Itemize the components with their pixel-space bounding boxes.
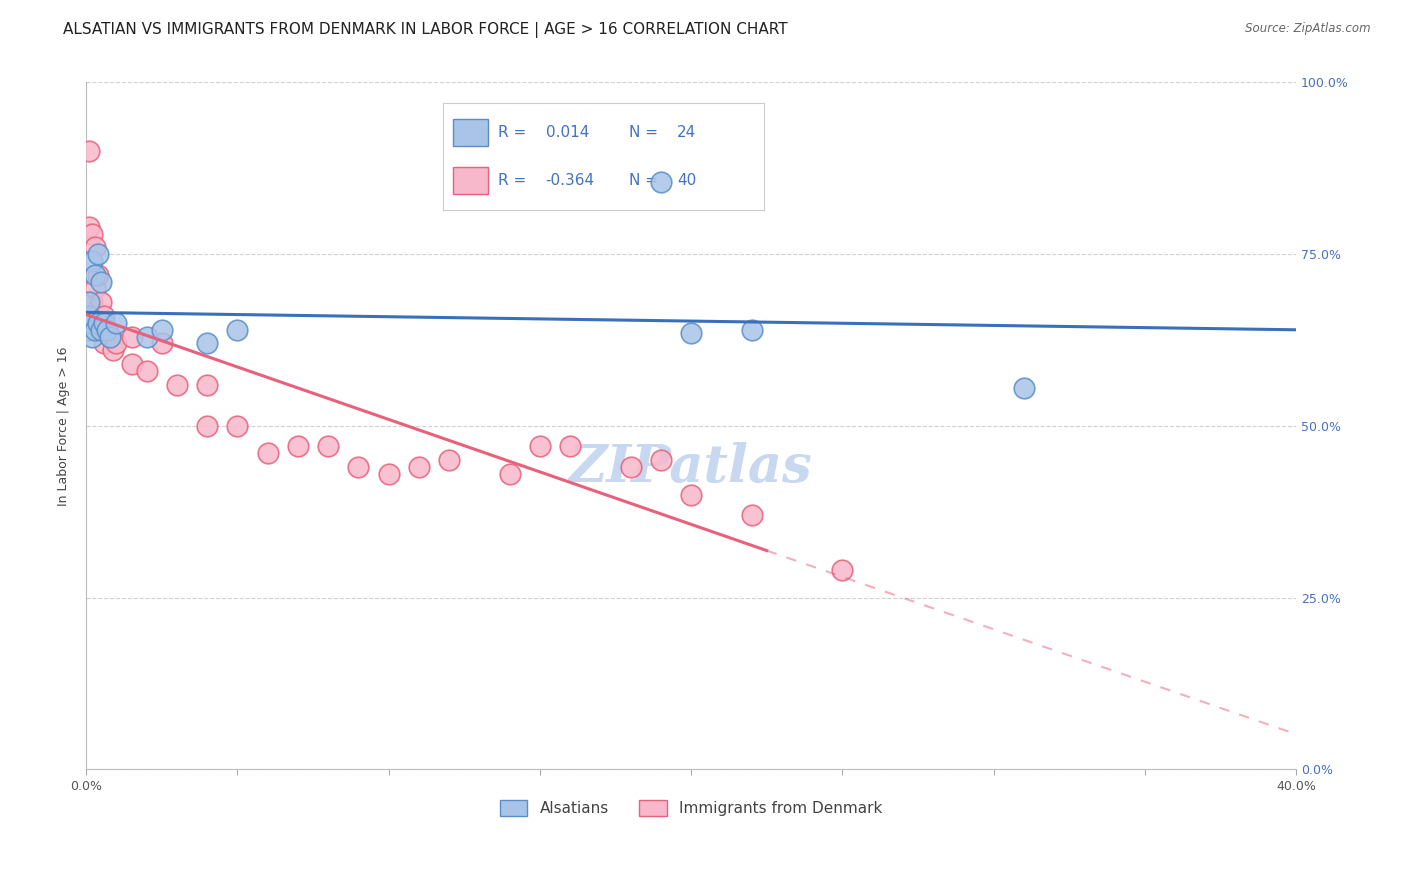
- Point: [77, 295, 100, 310]
- Text: Source: ZipAtlas.com: Source: ZipAtlas.com: [1246, 22, 1371, 36]
- Point: [287, 440, 309, 454]
- Point: [347, 460, 370, 475]
- Point: [96, 323, 118, 337]
- Point: [93, 336, 115, 351]
- Point: [90, 275, 112, 289]
- Point: [166, 377, 188, 392]
- Point: [93, 316, 115, 330]
- Point: [437, 453, 460, 467]
- Point: [82, 295, 104, 310]
- Point: [87, 268, 110, 282]
- Point: [195, 336, 218, 351]
- Point: [831, 563, 853, 577]
- Text: ALSATIAN VS IMMIGRANTS FROM DENMARK IN LABOR FORCE | AGE > 16 CORRELATION CHART: ALSATIAN VS IMMIGRANTS FROM DENMARK IN L…: [63, 22, 787, 38]
- Point: [103, 343, 125, 358]
- Point: [84, 240, 107, 254]
- Point: [77, 219, 100, 234]
- Point: [316, 440, 339, 454]
- Point: [195, 418, 218, 433]
- Point: [82, 329, 104, 343]
- Point: [226, 418, 249, 433]
- Point: [1012, 381, 1035, 395]
- Point: [529, 440, 551, 454]
- Point: [105, 336, 128, 351]
- Point: [87, 323, 110, 337]
- Point: [408, 460, 430, 475]
- Point: [77, 295, 100, 310]
- Point: [498, 467, 520, 481]
- Point: [150, 323, 173, 337]
- Point: [87, 247, 110, 261]
- Text: ZIPatlas: ZIPatlas: [569, 442, 813, 492]
- Point: [96, 323, 118, 337]
- Point: [681, 487, 703, 501]
- Point: [90, 295, 112, 310]
- Point: [377, 467, 399, 481]
- Point: [98, 329, 121, 343]
- Point: [77, 309, 100, 323]
- Point: [105, 316, 128, 330]
- Point: [98, 329, 121, 343]
- Point: [226, 323, 249, 337]
- Point: [620, 460, 643, 475]
- Legend: Alsatians, Immigrants from Denmark: Alsatians, Immigrants from Denmark: [492, 792, 890, 823]
- Point: [650, 175, 672, 189]
- Point: [87, 316, 110, 330]
- Point: [150, 336, 173, 351]
- Point: [84, 268, 107, 282]
- Point: [650, 453, 672, 467]
- Point: [741, 323, 763, 337]
- Point: [135, 364, 157, 378]
- Point: [90, 323, 112, 337]
- Y-axis label: In Labor Force | Age > 16: In Labor Force | Age > 16: [58, 346, 70, 506]
- Point: [77, 144, 100, 158]
- Point: [121, 329, 143, 343]
- Point: [256, 446, 278, 460]
- Point: [195, 377, 218, 392]
- Point: [93, 309, 115, 323]
- Point: [741, 508, 763, 523]
- Point: [82, 227, 104, 241]
- Point: [82, 254, 104, 268]
- Point: [84, 323, 107, 337]
- Point: [681, 326, 703, 340]
- Point: [135, 329, 157, 343]
- Point: [558, 440, 581, 454]
- Point: [121, 357, 143, 371]
- Point: [84, 281, 107, 295]
- Point: [82, 316, 104, 330]
- Point: [77, 323, 100, 337]
- Point: [90, 323, 112, 337]
